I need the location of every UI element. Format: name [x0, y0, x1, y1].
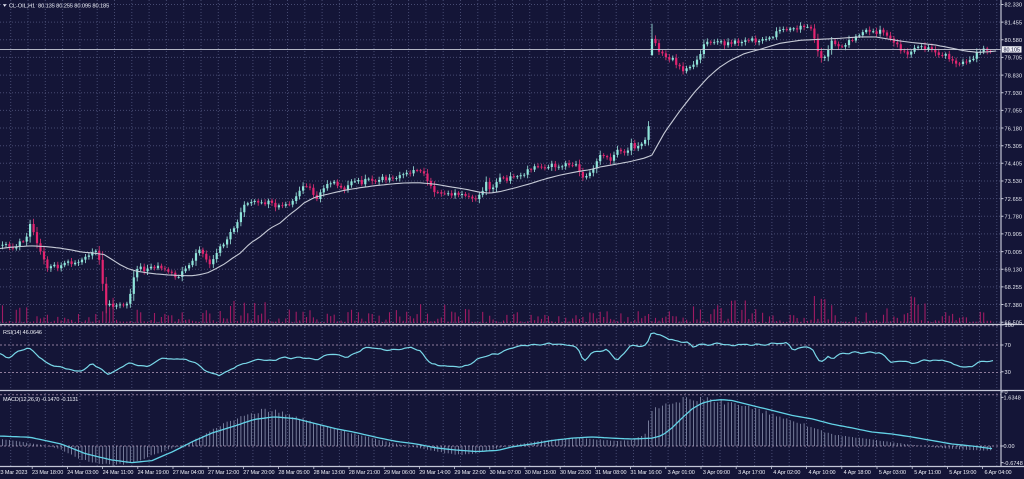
svg-text:77.055: 77.055	[1005, 109, 1023, 115]
svg-text:77.930: 77.930	[1005, 91, 1023, 97]
svg-text:CL-OIL,H1 80.135 80.255 80.09: CL-OIL,H1 80.135 80.255 80.095 80.185	[9, 3, 109, 9]
svg-text:4 Apr 02:00: 4 Apr 02:00	[773, 470, 800, 476]
svg-text:5 Apr 03:00: 5 Apr 03:00	[879, 470, 906, 476]
svg-text:4 Apr 18:00: 4 Apr 18:00	[844, 470, 871, 476]
svg-text:28 Mar 21:00: 28 Mar 21:00	[349, 470, 380, 476]
svg-text:5 Apr 11:00: 5 Apr 11:00	[914, 470, 941, 476]
svg-text:3 Apr 01:00: 3 Apr 01:00	[668, 470, 695, 476]
svg-text:24 Mar 19:00: 24 Mar 19:00	[138, 470, 169, 476]
svg-text:1.6348: 1.6348	[1004, 396, 1021, 402]
svg-text:29 Mar 06:00: 29 Mar 06:00	[384, 470, 415, 476]
svg-text:0: 0	[1005, 390, 1008, 396]
svg-text:71.780: 71.780	[1005, 215, 1023, 221]
svg-text:4 Apr 10:00: 4 Apr 10:00	[808, 470, 835, 476]
svg-text:78.830: 78.830	[1005, 73, 1023, 79]
svg-text:72.655: 72.655	[1005, 197, 1023, 203]
svg-text:30 Mar 23:00: 30 Mar 23:00	[560, 470, 591, 476]
svg-text:70.005: 70.005	[1005, 250, 1023, 256]
svg-text:70.905: 70.905	[1005, 232, 1023, 238]
svg-text:3 Apr 09:00: 3 Apr 09:00	[703, 470, 730, 476]
svg-text:30 Mar 15:00: 30 Mar 15:00	[525, 470, 556, 476]
svg-text:81.455: 81.455	[1005, 20, 1023, 26]
svg-text:23 Mar 18:00: 23 Mar 18:00	[32, 470, 63, 476]
svg-text:23 Mar 2023: 23 Mar 2023	[0, 470, 27, 476]
svg-text:80.580: 80.580	[1005, 38, 1023, 44]
svg-text:30 Mar 07:00: 30 Mar 07:00	[490, 470, 521, 476]
svg-text:82.330: 82.330	[1005, 3, 1023, 9]
svg-text:MACD(12,26,9) -0.1470 -0.1131: MACD(12,26,9) -0.1470 -0.1131	[3, 397, 78, 403]
svg-text:29 Mar 22:00: 29 Mar 22:00	[454, 470, 485, 476]
svg-text:30: 30	[1005, 370, 1011, 376]
svg-text:27 Mar 04:00: 27 Mar 04:00	[173, 470, 204, 476]
svg-text:28 Mar 13:00: 28 Mar 13:00	[314, 470, 345, 476]
svg-text:76.180: 76.180	[1005, 126, 1023, 132]
svg-text:RSI(14) 46.0646: RSI(14) 46.0646	[3, 330, 42, 336]
svg-text:27 Mar 12:00: 27 Mar 12:00	[208, 470, 239, 476]
svg-text:24 Mar 03:00: 24 Mar 03:00	[67, 470, 98, 476]
svg-text:28 Mar 05:00: 28 Mar 05:00	[278, 470, 309, 476]
svg-text:74.405: 74.405	[1005, 162, 1023, 168]
svg-text:-0.6748: -0.6748	[1004, 461, 1023, 467]
svg-text:79.705: 79.705	[1005, 56, 1023, 62]
svg-text:67.380: 67.380	[1005, 303, 1023, 309]
svg-text:31 Mar 08:00: 31 Mar 08:00	[595, 470, 626, 476]
svg-text:3 Apr 17:00: 3 Apr 17:00	[738, 470, 765, 476]
svg-text:24 Mar 11:00: 24 Mar 11:00	[103, 470, 134, 476]
svg-text:5 Apr 19:00: 5 Apr 19:00	[949, 470, 976, 476]
svg-text:73.530: 73.530	[1005, 179, 1023, 185]
svg-text:0.00: 0.00	[1004, 444, 1015, 450]
svg-text:75.305: 75.305	[1005, 144, 1023, 150]
svg-text:100: 100	[1005, 323, 1015, 329]
svg-text:29 Mar 14:00: 29 Mar 14:00	[419, 470, 450, 476]
svg-text:80.105: 80.105	[1004, 48, 1021, 54]
svg-text:31 Mar 16:00: 31 Mar 16:00	[630, 470, 661, 476]
svg-text:27 Mar 20:00: 27 Mar 20:00	[243, 470, 274, 476]
svg-text:69.130: 69.130	[1005, 267, 1023, 273]
svg-text:6 Apr 04:00: 6 Apr 04:00	[984, 470, 1011, 476]
svg-text:66.505: 66.505	[1005, 320, 1023, 326]
svg-text:68.255: 68.255	[1005, 285, 1023, 291]
svg-text:70: 70	[1005, 343, 1011, 349]
